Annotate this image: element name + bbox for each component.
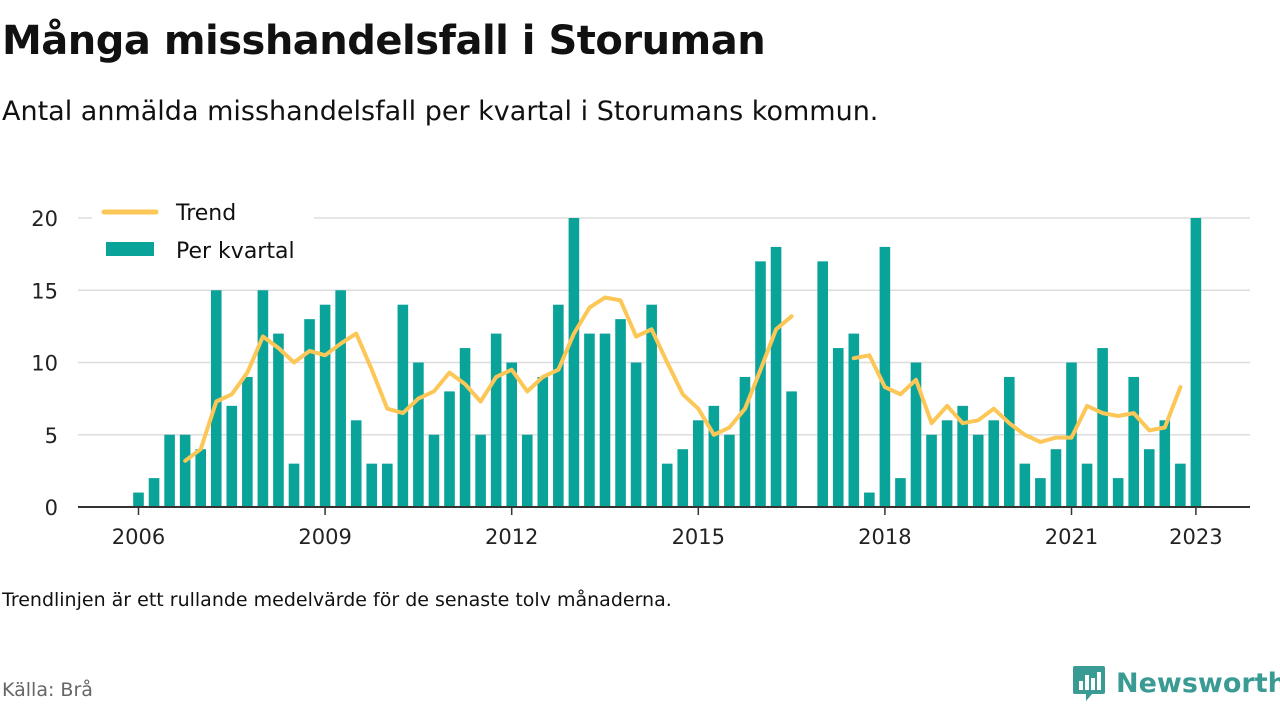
bar bbox=[832, 348, 844, 507]
bar bbox=[755, 261, 766, 507]
bar bbox=[1175, 463, 1186, 507]
bar bbox=[599, 333, 611, 507]
bar bbox=[941, 420, 953, 507]
legend-trend-label: Trend bbox=[175, 201, 236, 226]
bar bbox=[817, 261, 828, 507]
bar bbox=[895, 478, 906, 507]
x-tick-label: 2015 bbox=[672, 525, 725, 549]
bar bbox=[490, 333, 502, 507]
bar bbox=[848, 333, 860, 507]
bar bbox=[786, 391, 797, 507]
bar bbox=[864, 492, 875, 507]
bar bbox=[739, 376, 751, 507]
bar bbox=[382, 463, 393, 507]
bar bbox=[1050, 449, 1062, 507]
x-tick-label: 2021 bbox=[1045, 525, 1098, 549]
bar bbox=[210, 290, 222, 507]
bar bbox=[879, 246, 891, 507]
bar bbox=[1128, 376, 1139, 507]
bar bbox=[242, 376, 253, 507]
bar bbox=[444, 391, 455, 507]
bar bbox=[133, 492, 144, 507]
bar bbox=[724, 434, 735, 507]
y-tick-label: 20 bbox=[31, 207, 58, 231]
x-tick-label: 2012 bbox=[485, 525, 538, 549]
x-tick-label: 2006 bbox=[112, 525, 165, 549]
bar bbox=[195, 449, 206, 507]
bar bbox=[319, 304, 331, 507]
x-tick-label: 2023 bbox=[1169, 525, 1222, 549]
legend-bar-swatch bbox=[106, 242, 154, 256]
bar bbox=[413, 362, 424, 507]
trend-line bbox=[183, 295, 794, 463]
x-tick-label: 2009 bbox=[298, 525, 351, 549]
bar bbox=[1081, 463, 1093, 507]
bar bbox=[397, 304, 409, 507]
newsworthy-logo: Newsworthy bbox=[1072, 664, 1280, 702]
bar bbox=[1190, 218, 1202, 507]
bar bbox=[537, 376, 549, 507]
bar bbox=[584, 333, 595, 507]
bar bbox=[661, 463, 673, 507]
bar bbox=[708, 405, 720, 507]
bar bbox=[521, 434, 533, 507]
bar bbox=[693, 420, 704, 507]
bar bbox=[273, 333, 284, 507]
bar bbox=[553, 304, 564, 507]
bar bbox=[1035, 478, 1046, 507]
x-tick-label: 2018 bbox=[858, 525, 911, 549]
bar bbox=[615, 319, 626, 507]
bar bbox=[988, 420, 1000, 507]
legend-bar-label: Per kvartal bbox=[176, 239, 295, 264]
bar bbox=[926, 434, 937, 507]
bar bbox=[366, 463, 378, 507]
bar bbox=[164, 434, 175, 507]
bar bbox=[646, 304, 657, 507]
bar bbox=[1143, 449, 1155, 507]
trend-note: Trendlinjen är ett rullande medelvärde f… bbox=[2, 589, 672, 611]
y-tick-label: 10 bbox=[31, 352, 58, 376]
bar bbox=[350, 420, 362, 507]
source-label: Källa: Brå bbox=[2, 679, 93, 701]
legend-background bbox=[92, 204, 314, 274]
bar bbox=[677, 449, 689, 507]
bar bbox=[630, 362, 642, 507]
chart: 0 5 10 15 20 2006 2009 2012 2015 2018 2021 2023 Tren… bbox=[31, 201, 1250, 549]
bar bbox=[1019, 463, 1031, 507]
bar bbox=[910, 362, 922, 507]
bar bbox=[506, 362, 517, 507]
bar bbox=[288, 463, 300, 507]
newsworthy-logo-text: Newsworthy bbox=[1116, 667, 1280, 699]
bar bbox=[770, 246, 782, 507]
bar bbox=[1004, 376, 1015, 507]
newsworthy-logo-icon bbox=[1073, 666, 1105, 701]
y-tick-label: 0 bbox=[45, 496, 58, 520]
bar bbox=[957, 405, 968, 507]
y-tick-label: 15 bbox=[31, 279, 58, 303]
trend-line bbox=[851, 353, 1183, 444]
bar bbox=[428, 434, 440, 507]
bar bbox=[148, 478, 160, 507]
chart-title: Många misshandelsfall i Storuman bbox=[2, 18, 766, 64]
bar bbox=[475, 434, 486, 507]
bar bbox=[1112, 478, 1124, 507]
bar bbox=[304, 319, 315, 507]
bar bbox=[972, 434, 984, 507]
bar bbox=[335, 290, 346, 507]
bar bbox=[459, 348, 471, 507]
bar bbox=[568, 218, 580, 507]
bar bbox=[1159, 420, 1171, 507]
bar bbox=[257, 290, 269, 507]
bar bbox=[179, 434, 191, 507]
bar bbox=[1097, 348, 1108, 507]
y-tick-label: 5 bbox=[45, 424, 58, 448]
bar bbox=[226, 405, 238, 507]
chart-subtitle: Antal anmälda misshandelsfall per kvarta… bbox=[2, 96, 879, 127]
